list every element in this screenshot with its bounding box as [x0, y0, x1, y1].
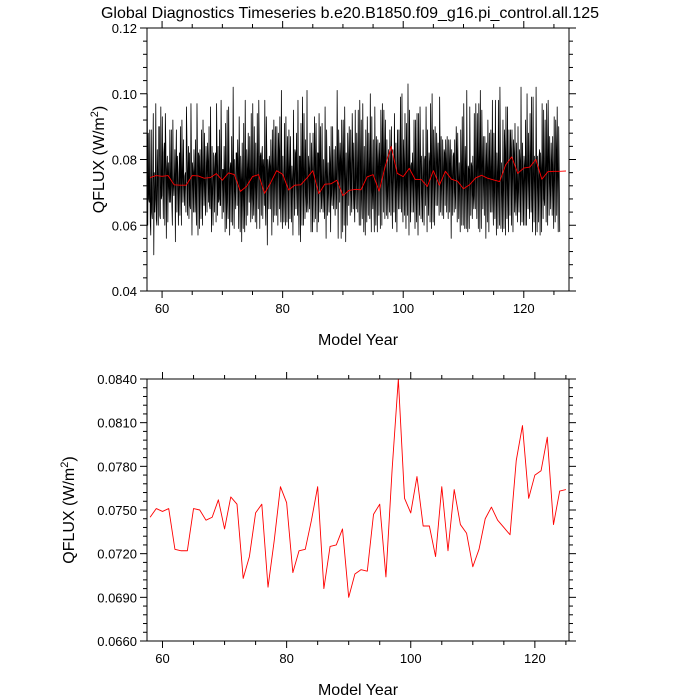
- x-tick-label: 80: [279, 651, 293, 666]
- y-axis-label-close: ): [61, 456, 78, 461]
- y-tick-label: 0.12: [112, 21, 137, 36]
- y-tick-label: 0.10: [112, 87, 137, 102]
- x-axis-label: Model Year: [318, 332, 399, 349]
- y-tick-label: 0.04: [112, 284, 137, 299]
- y-axis-label: QFLUX (W/m2): [59, 456, 78, 563]
- x-tick-label: 120: [524, 651, 546, 666]
- x-tick-label: 100: [392, 301, 414, 316]
- chart-panel-2: 60 80 100 120 0.0660 0.0690 0.0720 0.0750 0.0780…: [59, 372, 576, 699]
- x-tick-label: 100: [400, 651, 422, 666]
- y-axis-label-main: QFLUX (W/m: [91, 117, 108, 213]
- y-axis-label-main: QFLUX (W/m: [61, 468, 78, 564]
- series-line-2: [149, 145, 567, 197]
- series-line-1: [147, 83, 561, 256]
- y-axis-label-superscript: 2: [59, 462, 71, 468]
- y-tick-label: 0.0660: [97, 634, 137, 649]
- y-tick-label: 0.0840: [97, 372, 137, 387]
- x-tick-label: 60: [155, 301, 169, 316]
- chart-panel-1: 60 80 100 120 0.04 0.06 0.08 0.10 0.12 Model Year…: [89, 21, 576, 349]
- y-tick-label: 0.08: [112, 153, 137, 168]
- y-tick-label: 0.0780: [97, 459, 137, 474]
- series-line-1: [149, 379, 567, 598]
- y-tick-label: 0.0810: [97, 416, 137, 431]
- y-tick-label: 0.0690: [97, 590, 137, 605]
- y-axis-label-superscript: 2: [89, 111, 101, 117]
- y-tick-label: 0.0750: [97, 503, 137, 518]
- x-tick-label: 60: [155, 651, 169, 666]
- y-tick-label: 0.0720: [97, 547, 137, 562]
- y-tick-label: 0.06: [112, 218, 137, 233]
- y-axis-label: QFLUX (W/m2): [89, 106, 108, 213]
- y-axis-label-close: ): [91, 106, 108, 111]
- plot-frame: [146, 378, 570, 642]
- chart-title: Global Diagnostics Timeseries b.e20.B185…: [101, 5, 599, 22]
- x-tick-label: 80: [275, 301, 289, 316]
- x-axis-label: Model Year: [318, 682, 399, 699]
- x-tick-label: 120: [513, 301, 535, 316]
